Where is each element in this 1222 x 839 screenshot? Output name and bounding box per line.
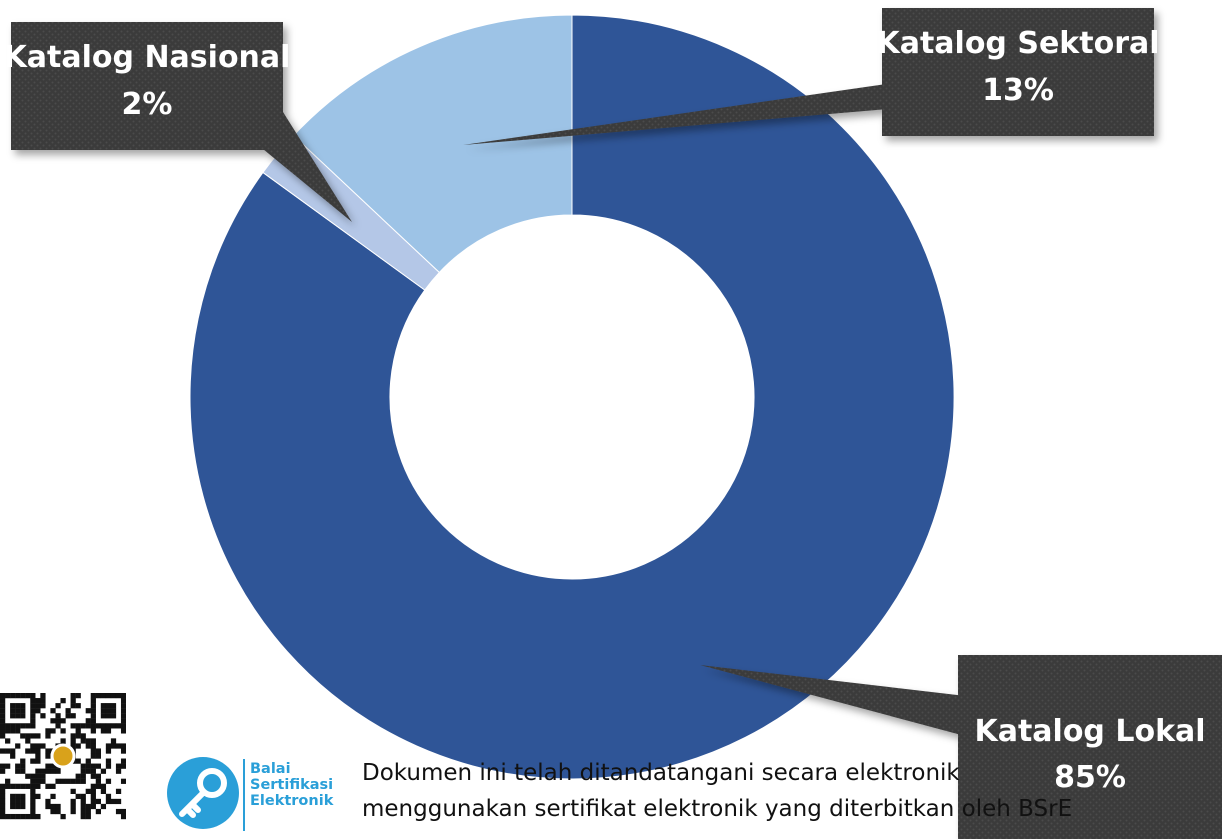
qr-code-icon bbox=[0, 693, 126, 820]
callout-katalog-nasional bbox=[11, 22, 352, 222]
signature-line: Dokumen ini telah ditandatangani secara … bbox=[362, 760, 960, 786]
callout-pointer bbox=[463, 82, 900, 145]
org-name-line: Sertifikasi bbox=[250, 777, 334, 793]
key-icon bbox=[167, 757, 239, 829]
slice-label: Katalog Lokal bbox=[974, 714, 1205, 749]
callout-box bbox=[882, 8, 1154, 136]
signature-note: Dokumen ini telah ditandatangani secara … bbox=[362, 755, 1222, 827]
slice-label: Katalog Nasional bbox=[4, 40, 291, 75]
slice-value-label: 13% bbox=[982, 73, 1054, 108]
slice-value-label: 2% bbox=[122, 87, 173, 122]
donut-slice-katalog-sektoral bbox=[292, 14, 573, 274]
slice-label: Katalog Sektoral bbox=[876, 26, 1159, 61]
org-name-line: Elektronik bbox=[250, 793, 334, 809]
callout-katalog-sektoral bbox=[463, 8, 1154, 145]
org-name-line: Balai bbox=[250, 761, 291, 777]
callout-box bbox=[958, 655, 1222, 839]
callout-box bbox=[11, 22, 283, 150]
slice-value-label: 85% bbox=[1054, 760, 1126, 795]
signature-footer: Balai Sertifikasi Elektronik Dokumen ini… bbox=[0, 685, 1222, 839]
logo-divider bbox=[243, 759, 245, 831]
signature-line: menggunakan sertifikat elektronik yang d… bbox=[362, 796, 1073, 822]
donut-slice-katalog-lokal bbox=[189, 14, 955, 780]
org-name: Balai Sertifikasi Elektronik bbox=[250, 761, 360, 809]
callout-katalog-lokal bbox=[700, 655, 1222, 839]
callout-pointer bbox=[700, 665, 1000, 740]
